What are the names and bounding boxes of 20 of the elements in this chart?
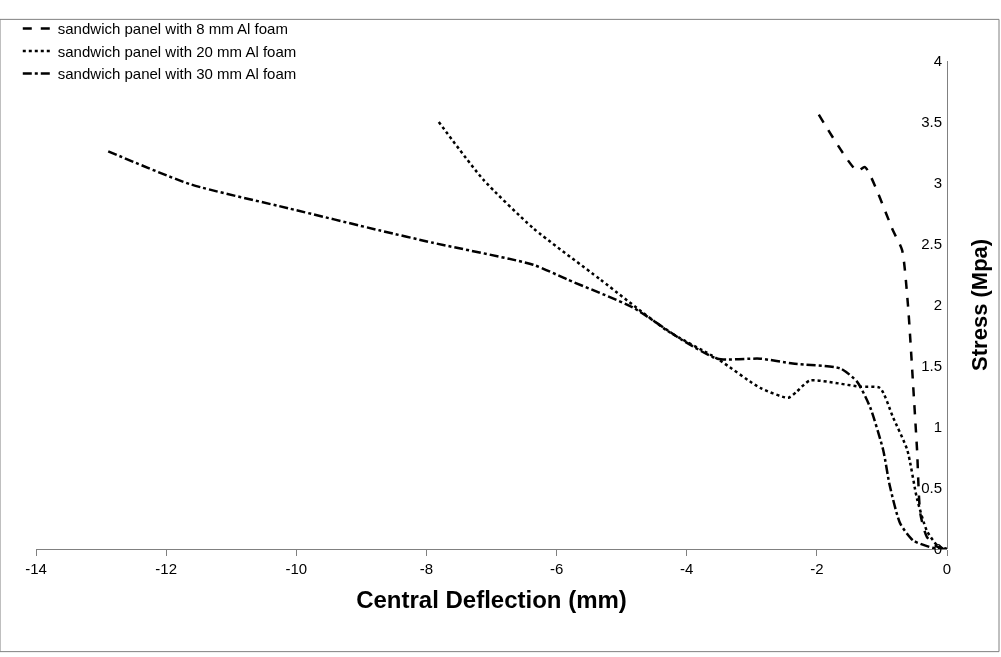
x-axis-title: Central Deflection (mm) bbox=[356, 586, 627, 614]
y-axis-title: Stress (Mpa) bbox=[966, 238, 992, 371]
y-tick-label: 1 bbox=[933, 418, 942, 436]
x-tick-label: -8 bbox=[419, 560, 434, 577]
legend-label: sandwich panel with 20 mm Al foam bbox=[57, 42, 297, 60]
y-tick-label: 1.5 bbox=[921, 357, 942, 375]
y-tick-label: 3 bbox=[933, 174, 942, 192]
y-tick-label: 3.5 bbox=[921, 113, 942, 131]
y-tick-label: 4 bbox=[933, 52, 942, 70]
y-tick-label: 2 bbox=[933, 296, 942, 314]
x-tick-label: -6 bbox=[549, 560, 564, 577]
y-tick-label: 0.5 bbox=[921, 479, 942, 497]
x-tick-label: -10 bbox=[285, 560, 308, 577]
x-tick-label: -12 bbox=[155, 560, 177, 577]
x-tick-label: -4 bbox=[680, 560, 694, 577]
legend-label: sandwich panel with 30 mm Al foam bbox=[57, 65, 297, 83]
y-tick-label: 2.5 bbox=[921, 235, 942, 253]
legend-label: sandwich panel with 8 mm Al foam bbox=[57, 20, 288, 38]
x-tick-label: -2 bbox=[810, 560, 824, 577]
x-tick-label: -14 bbox=[25, 560, 47, 577]
